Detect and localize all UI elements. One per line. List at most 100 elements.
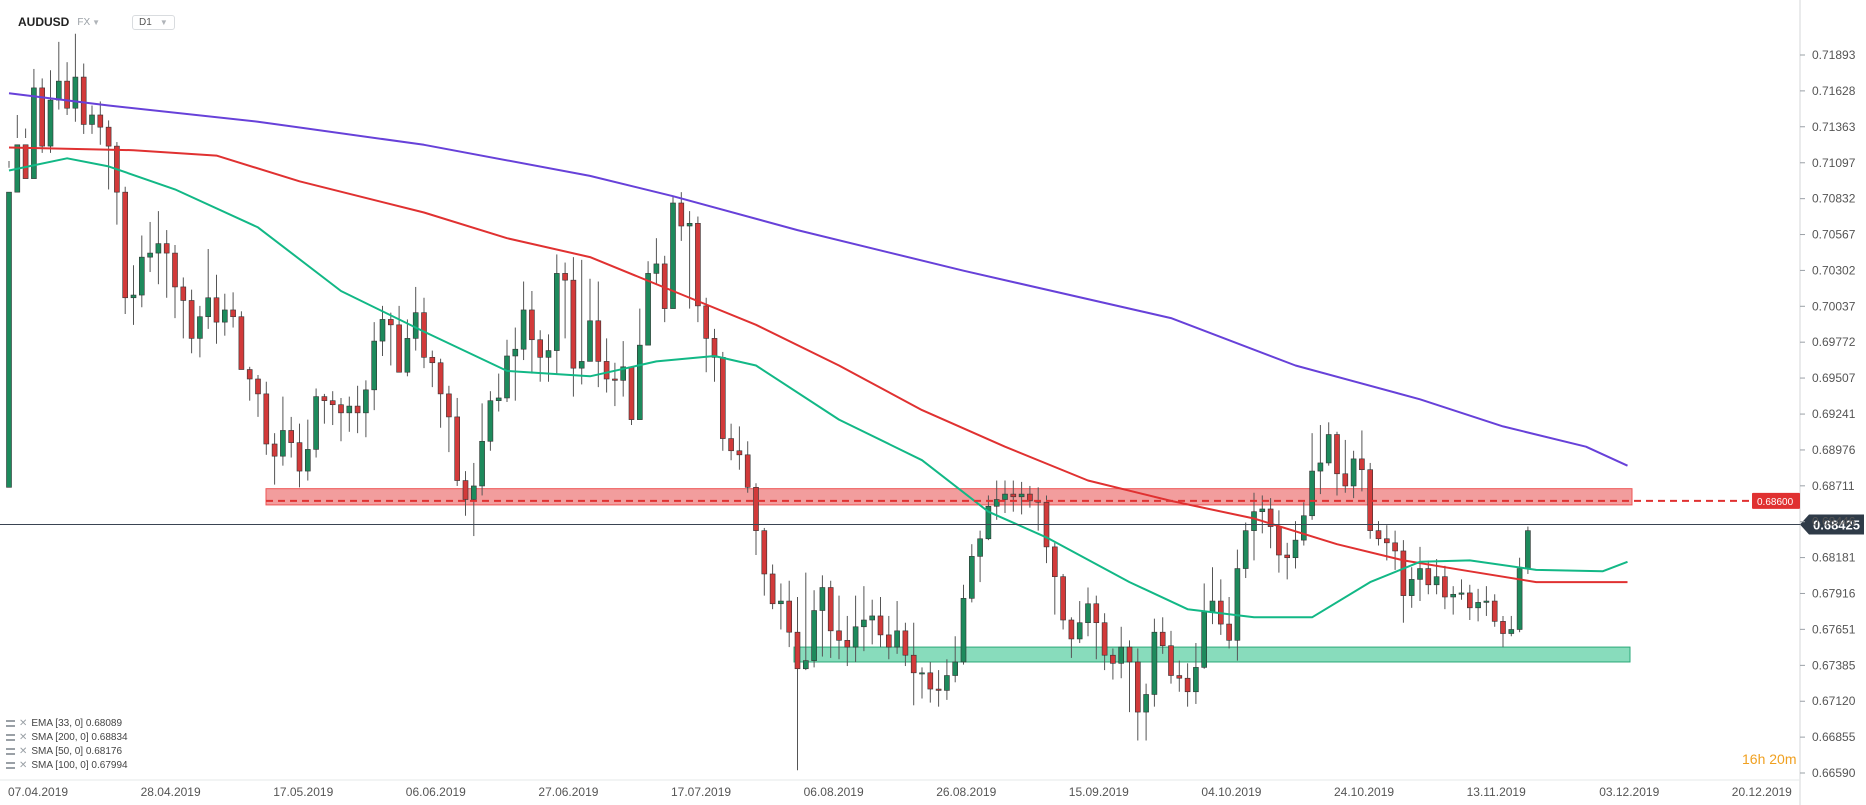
candle-body: [744, 454, 751, 488]
candle-body: [1508, 629, 1515, 634]
candle-body: [1176, 675, 1183, 679]
candle-body: [313, 396, 319, 450]
candle-body: [1408, 579, 1415, 596]
candle-body: [861, 619, 867, 628]
candle-body: [304, 449, 311, 472]
candle-body: [1483, 600, 1490, 603]
candle-body: [1284, 554, 1290, 559]
candle-body: [636, 344, 643, 420]
candle-body: [1516, 568, 1523, 630]
candle-body: [1060, 576, 1066, 621]
y-tick-label: 0.67916: [1812, 586, 1856, 600]
y-tick-label: 0.69507: [1812, 371, 1856, 385]
symbol-label[interactable]: AUDUSD: [18, 15, 70, 29]
y-tick-label: 0.71628: [1812, 84, 1856, 98]
candle-body: [1525, 530, 1531, 569]
candle-body: [379, 319, 386, 342]
x-tick-label: 24.10.2019: [1334, 785, 1394, 799]
candle-body: [653, 263, 660, 274]
y-tick-label: 0.69772: [1812, 335, 1856, 349]
candle-body: [280, 430, 286, 457]
candle-countdown: 16h 20m: [1742, 751, 1797, 767]
candle-body: [222, 309, 228, 323]
x-tick-label: 17.07.2019: [671, 785, 731, 799]
close-icon[interactable]: ✕: [19, 759, 28, 771]
candle-body: [1076, 622, 1083, 640]
close-icon[interactable]: ✕: [19, 717, 28, 729]
candle-body: [238, 316, 245, 370]
candle-body: [836, 630, 842, 641]
candle-body: [172, 252, 178, 288]
candle-body: [852, 626, 859, 648]
candle-body: [1375, 530, 1382, 540]
candle-body: [1400, 550, 1407, 596]
settings-icon[interactable]: [6, 747, 15, 755]
candle-body: [487, 400, 494, 442]
candle-body: [877, 615, 884, 636]
candle-body: [1118, 646, 1124, 664]
candle-body: [180, 286, 187, 301]
timeframe-select[interactable]: D1 ▼: [132, 14, 175, 30]
candle-body: [396, 324, 402, 373]
candle-body: [130, 294, 137, 299]
settings-icon[interactable]: [6, 761, 15, 769]
settings-icon[interactable]: [6, 719, 15, 727]
candle-body: [1010, 493, 1017, 498]
chevron-down-icon[interactable]: ▼: [92, 17, 101, 27]
y-tick-label: 0.68446: [1812, 515, 1856, 529]
candle-body: [761, 530, 768, 575]
candle-body: [321, 396, 328, 401]
candle-body: [72, 76, 79, 109]
candle-body: [603, 361, 610, 380]
candle-body: [1276, 526, 1282, 556]
candle-body: [753, 487, 759, 531]
candle-body: [329, 400, 336, 406]
candle-body: [421, 312, 427, 358]
candle-body: [1110, 654, 1116, 664]
candle-body: [188, 300, 195, 339]
legend-item-sma200[interactable]: ✕ SMA [200, 0] 0.68834: [6, 730, 128, 744]
candle-body: [1184, 677, 1191, 693]
candle-body: [1301, 515, 1307, 541]
candle-body: [1159, 631, 1166, 647]
candle-body: [80, 76, 87, 125]
close-icon[interactable]: ✕: [19, 731, 28, 743]
candle-body: [703, 305, 710, 339]
candle-body: [620, 366, 627, 381]
candle-body: [1002, 493, 1008, 500]
candle-body: [1068, 619, 1075, 640]
candle-body: [894, 630, 900, 648]
legend-item-sma50[interactable]: ✕ SMA [50, 0] 0.68176: [6, 744, 128, 758]
candle-body: [97, 114, 104, 128]
candle-body: [205, 297, 211, 318]
candle-body: [1135, 661, 1141, 713]
legend-item-ema33[interactable]: ✕ EMA [33, 0] 0.68089: [6, 716, 128, 730]
indicator-legend: ✕ EMA [33, 0] 0.68089 ✕ SMA [200, 0] 0.688…: [6, 716, 128, 772]
legend-item-sma100[interactable]: ✕ SMA [100, 0] 0.67994: [6, 758, 128, 772]
candle-body: [1193, 667, 1199, 693]
candle-body: [778, 600, 784, 605]
resistance-level-badge: [1752, 492, 1800, 509]
y-tick-label: 0.70832: [1812, 192, 1856, 206]
candle-body: [271, 443, 278, 457]
market-label: FX ▼: [77, 16, 101, 28]
settings-icon[interactable]: [6, 733, 15, 741]
candle-body: [695, 222, 701, 307]
candle-body: [1417, 568, 1423, 580]
price-axis: 0.71893 0.71628 0.71363 0.71097 0.70832 0.705…: [1800, 48, 1856, 780]
candle-body: [612, 378, 618, 381]
candle-body: [1093, 603, 1100, 624]
candle-body: [927, 672, 934, 690]
candle-body: [346, 405, 353, 414]
candle-body: [437, 362, 444, 395]
candle-body: [64, 80, 70, 109]
resistance-level-label: 0.68600: [1757, 497, 1794, 508]
ma-line: [8, 146, 1628, 584]
candle-body: [944, 675, 950, 691]
candle-body: [786, 600, 793, 633]
close-icon[interactable]: ✕: [19, 745, 28, 757]
candle-body: [213, 297, 220, 323]
candle-body: [827, 587, 834, 632]
x-tick-label: 06.06.2019: [406, 785, 466, 799]
